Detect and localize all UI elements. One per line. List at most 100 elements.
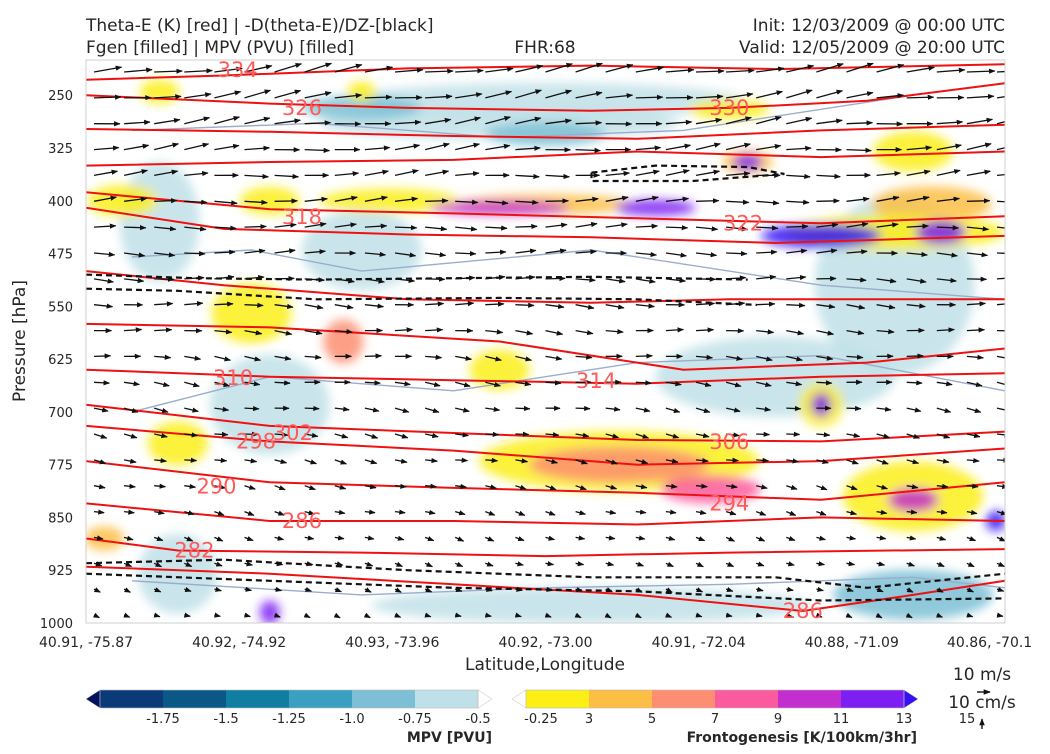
- wind-vector: [726, 460, 738, 461]
- theta-e-label: 294: [709, 491, 749, 515]
- y-tick-label: 850: [48, 511, 73, 526]
- colorbar-tick-label: -0.75: [398, 712, 432, 727]
- wind-vector: [636, 382, 651, 383]
- y-axis-label: Pressure [hPa]: [10, 280, 30, 402]
- wind-vector: [515, 305, 534, 306]
- title-forecast-hour: FHR:68: [514, 38, 575, 58]
- colorbar-tick-label: -1.75: [146, 712, 180, 727]
- theta-e-label: 330: [709, 96, 749, 120]
- filled-contour-region: [873, 131, 953, 171]
- colorbar-tick-label: -1.25: [272, 712, 306, 727]
- wind-vector: [696, 330, 714, 331]
- mpv-colorbar-label: MPV [PVU]: [407, 730, 492, 746]
- wind-vector: [756, 460, 768, 461]
- y-tick-label: 550: [48, 300, 73, 315]
- wind-vector: [94, 97, 121, 98]
- mpv-colorbar: -1.75-1.5-1.25-1.0-0.75-0.5-0.25: [86, 690, 558, 727]
- theta-e-label: 318: [282, 205, 322, 229]
- wind-vector: [245, 408, 259, 409]
- wind-vector: [515, 434, 528, 435]
- colorbar-segment: [289, 690, 353, 708]
- wind-vector: [395, 227, 417, 228]
- wind-vector: [786, 408, 800, 409]
- colorbar-segment: [100, 690, 164, 708]
- wind-vector: [726, 253, 747, 254]
- wind-vector: [154, 279, 174, 280]
- wind-vector: [425, 201, 448, 202]
- filled-contour-region: [734, 154, 762, 170]
- y-tick-label: 325: [48, 142, 73, 157]
- y-tick-label: 475: [48, 248, 73, 263]
- x-tick-label: 40.88, -71.09: [805, 635, 899, 651]
- colorbar-segment: [715, 690, 779, 708]
- wind-vector: [365, 356, 382, 357]
- filled-contour-region: [148, 422, 208, 466]
- wind-vector: [214, 304, 233, 305]
- wind-vector: [907, 356, 924, 357]
- colorbar-tick-label: 9: [774, 712, 782, 727]
- wind-vector: [756, 434, 769, 435]
- wind-vector: [515, 226, 537, 227]
- colorbar-segment: [652, 690, 716, 708]
- theta-e-label: 298: [236, 429, 276, 453]
- wind-vector: [816, 382, 831, 383]
- colorbar-segment: [526, 690, 590, 708]
- wind-vector: [847, 408, 861, 409]
- wind-vector: [245, 226, 267, 227]
- y-tick-label: 700: [48, 406, 73, 421]
- colorbar-segment: [589, 690, 653, 708]
- wind-vector: [485, 460, 497, 461]
- filled-contour-region: [211, 283, 291, 343]
- wind-vector: [696, 201, 719, 202]
- colorbar-tick-label: 5: [648, 712, 656, 727]
- wind-vector: [546, 201, 569, 202]
- theta-e-label: 334: [218, 58, 258, 82]
- filled-contour-region: [347, 82, 377, 102]
- wind-vector: [184, 460, 196, 461]
- y-tick-label: 1000: [40, 617, 73, 632]
- colorbar-segment: [163, 690, 227, 708]
- wind-vector: [756, 304, 775, 305]
- wind-vector: [425, 279, 445, 280]
- colorbar-extend-min: [86, 690, 100, 708]
- wind-vector: [636, 97, 663, 98]
- x-tick-label: 40.91, -72.04: [652, 635, 746, 651]
- filled-contour-region: [120, 162, 200, 282]
- colorbar-tick-label: -0.5: [465, 712, 490, 727]
- title-init-time: Init: 12/03/2009 @ 00:00 UTC: [753, 16, 1005, 36]
- wind-vector: [786, 434, 799, 435]
- wind-vector: [184, 253, 205, 254]
- wind-vector: [967, 201, 990, 202]
- wind-vector: [997, 460, 1009, 461]
- colorbar-segment: [778, 690, 842, 708]
- wind-vector: [997, 253, 1018, 254]
- colorbar-tick-label: 7: [711, 712, 719, 727]
- y-tick-label: 775: [48, 459, 73, 474]
- colorbar-tick-label: 11: [833, 712, 850, 727]
- title-left-line-1: Theta-E (K) [red] | -D(theta-E)/DZ-[blac…: [85, 16, 434, 36]
- wind-vector: [124, 227, 146, 228]
- wind-vector: [214, 434, 227, 435]
- wind-vector: [305, 408, 319, 409]
- colorbar-tick-label: -1.5: [213, 712, 238, 727]
- wind-vector: [907, 97, 934, 98]
- wind-vector: [245, 305, 264, 306]
- wind-vector: [786, 226, 808, 227]
- x-tick-label: 40.92, -73.00: [498, 635, 592, 651]
- colorbar-segment: [415, 690, 479, 708]
- colorbar-tick-label: -1.0: [339, 712, 364, 727]
- wind-vector: [94, 356, 111, 357]
- wind-vector: [365, 97, 392, 98]
- y-tick-label: 250: [48, 89, 73, 104]
- wind-vector: [515, 408, 529, 409]
- x-tick-label: 40.91, -75.87: [39, 635, 133, 651]
- wind-vector: [485, 304, 504, 305]
- colorbar-tick-label: 13: [896, 712, 913, 727]
- wind-vector: [275, 278, 295, 279]
- wind-vector: [636, 356, 653, 357]
- theta-e-label: 306: [709, 430, 749, 454]
- wind-vector: [365, 382, 380, 383]
- title-left-line-2: Fgen [filled] | MPV (PVU) [filled]: [86, 38, 354, 58]
